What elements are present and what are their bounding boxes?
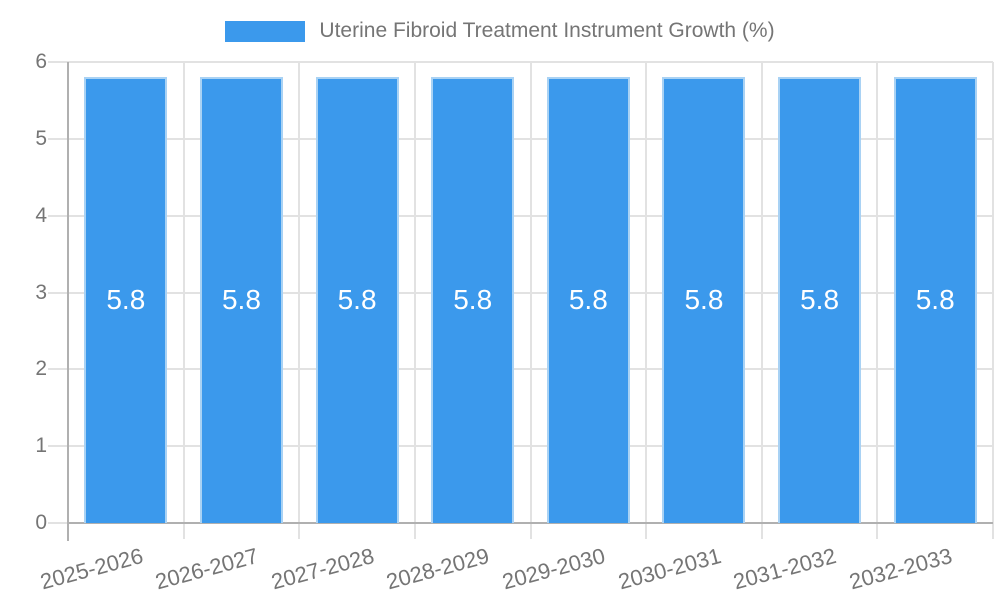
x-tick-label: 2028-2029 <box>384 543 493 595</box>
x-tick-label: 2030-2031 <box>615 543 724 595</box>
y-gridline <box>48 61 993 63</box>
x-gridline <box>413 62 416 539</box>
x-axis-line <box>68 522 993 524</box>
y-tick-label: 3 <box>35 280 47 304</box>
bar[interactable] <box>662 77 746 523</box>
bar-value-label: 5.8 <box>800 284 840 316</box>
bar-value-label: 5.8 <box>106 284 146 316</box>
y-gridline <box>48 445 993 448</box>
legend-swatch <box>225 20 306 42</box>
x-tick-label: 2029-2030 <box>499 543 608 595</box>
bar[interactable] <box>315 77 399 523</box>
bar[interactable] <box>546 77 630 523</box>
y-tick-label: 2 <box>35 357 47 381</box>
x-gridline <box>992 62 994 539</box>
y-tick-label: 4 <box>35 203 47 227</box>
x-tick-label: 2032-2033 <box>846 543 955 595</box>
chart-title: Uterine Fibroid Treatment Instrument Gro… <box>319 19 775 42</box>
y-tick-label: 1 <box>35 434 47 458</box>
x-gridline <box>876 62 879 539</box>
bar[interactable] <box>84 77 168 523</box>
bar[interactable] <box>199 77 283 523</box>
bar-value-label: 5.8 <box>337 284 377 316</box>
bar-value-label: 5.8 <box>915 284 955 316</box>
x-tick-label: 2031-2032 <box>730 543 840 595</box>
bar-value-label: 5.8 <box>453 284 493 316</box>
y-gridline <box>48 291 993 294</box>
x-gridline <box>182 62 185 539</box>
y-gridline <box>48 214 993 217</box>
x-tick-label: 2025-2026 <box>37 543 146 595</box>
x-gridline <box>298 62 301 539</box>
y-gridline <box>48 137 993 140</box>
bar[interactable] <box>431 77 515 523</box>
x-gridline <box>760 62 763 539</box>
legend-item[interactable]: Uterine Fibroid Treatment Instrument Gro… <box>225 19 775 43</box>
y-tick-label: 5 <box>35 126 47 150</box>
x-tick-label: 2026-2027 <box>152 543 261 595</box>
y-tick-label: 0 <box>35 511 47 534</box>
bar[interactable] <box>778 77 862 523</box>
y-tick-label: 6 <box>35 50 47 73</box>
x-gridline <box>645 62 648 539</box>
bar[interactable] <box>893 77 977 523</box>
bar-value-label: 5.8 <box>221 284 261 316</box>
bar-value-label: 5.8 <box>684 284 724 316</box>
y-gridline <box>48 368 993 371</box>
bar-value-label: 5.8 <box>568 284 608 316</box>
chart-legend: Uterine Fibroid Treatment Instrument Gro… <box>0 19 1000 43</box>
x-gridline <box>529 62 532 539</box>
y-axis-line <box>67 62 69 541</box>
x-tick-label: 2027-2028 <box>268 543 377 595</box>
